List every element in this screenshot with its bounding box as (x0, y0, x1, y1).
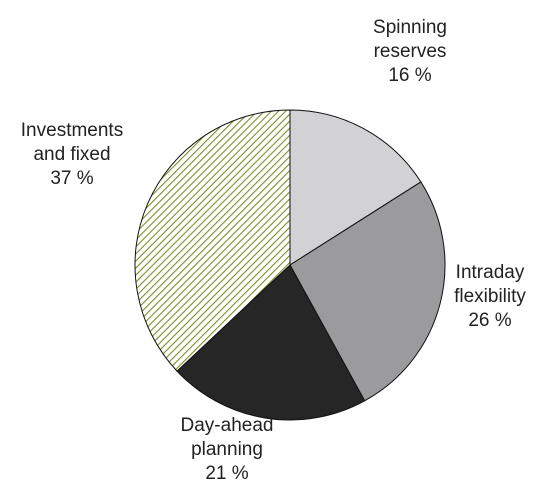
category-label: Intraday flexibility (454, 262, 526, 307)
category-label: Spinning reserves (373, 17, 447, 62)
pie-slice (289, 181, 446, 402)
pie-slice (134, 109, 291, 372)
category-label: Day-ahead planning (180, 415, 274, 460)
slice-label: Spinning reserves 16 % (345, 16, 475, 88)
pie-slice (289, 109, 422, 266)
slice-label: Intraday flexibility 26 % (435, 261, 544, 333)
value-label: 37 % (50, 168, 94, 189)
value-label: 26 % (468, 310, 512, 331)
slice-label: Day-ahead planning 21 % (152, 414, 302, 486)
category-label: Investments and fixed (20, 120, 124, 165)
value-label: 21 % (205, 463, 249, 484)
pie-slice (176, 264, 366, 421)
value-label: 16 % (388, 65, 432, 86)
slice-label: Investments and fixed 37 % (7, 119, 137, 191)
